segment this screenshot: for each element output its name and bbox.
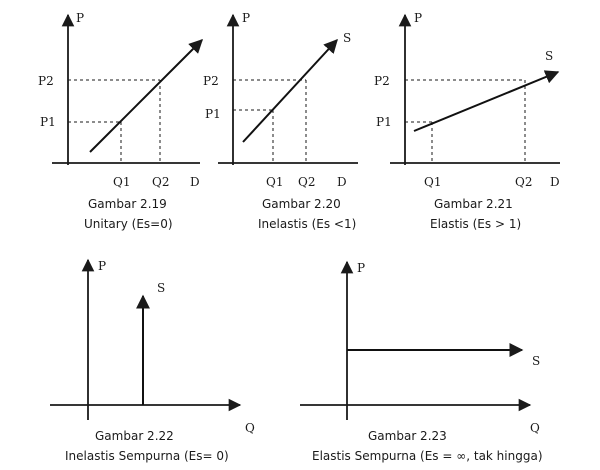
caption-title: Gambar 2.22 xyxy=(95,429,174,443)
tick-label-q2: Q2 xyxy=(298,175,315,189)
caption-title: Gambar 2.23 xyxy=(368,429,447,443)
axis-label-p: P xyxy=(242,11,250,25)
figure-2-19: P P2 P1 Q1 Q2 D Gambar 2.19 Unitary (Es=… xyxy=(38,11,203,231)
caption-subtitle: Elastis (Es > 1) xyxy=(430,217,521,231)
supply-curve xyxy=(89,39,203,153)
tick-label-q1: Q1 xyxy=(266,175,283,189)
axis-label-q: Q xyxy=(245,421,255,435)
caption-subtitle: Inelastis (Es <1) xyxy=(258,217,356,231)
caption-subtitle: Inelastis Sempurna (Es= 0) xyxy=(65,449,229,463)
caption-subtitle: Elastis Sempurna (Es = ∞, tak hingga) xyxy=(312,449,543,463)
tick-label-p1: P1 xyxy=(40,115,56,129)
caption-title: Gambar 2.21 xyxy=(434,197,513,211)
tick-label-q2: Q2 xyxy=(152,175,169,189)
axis-label-p: P xyxy=(414,11,422,25)
supply-curve xyxy=(413,70,560,132)
tick-label-q2: Q2 xyxy=(515,175,532,189)
figure-2-20: S P P2 P1 Q1 Q2 D Gambar 2.20 Inelastis … xyxy=(203,11,358,231)
figure-2-21: S P P2 P1 Q1 Q2 D Gambar 2.21 Elastis (E… xyxy=(374,11,560,231)
figure-2-23: S P Q Gambar 2.23 Elastis Sempurna (Es =… xyxy=(300,260,543,463)
tick-label-p1: P1 xyxy=(205,107,221,121)
curve-label-s: S xyxy=(532,354,540,368)
tick-label-p2: P2 xyxy=(374,74,390,88)
tick-label-q1: Q1 xyxy=(113,175,130,189)
axis-label-d: D xyxy=(190,175,200,189)
tick-label-p2: P2 xyxy=(203,74,219,88)
axis-label-q: Q xyxy=(530,421,540,435)
curve-label-s: S xyxy=(545,49,553,63)
caption-title: Gambar 2.19 xyxy=(88,197,167,211)
supply-curve xyxy=(242,38,338,143)
axis-label-p: P xyxy=(357,261,365,275)
tick-label-p1: P1 xyxy=(376,115,392,129)
axis-label-d: D xyxy=(337,175,347,189)
curve-label-s: S xyxy=(343,31,351,45)
curve-label-s: S xyxy=(157,281,165,295)
axis-label-d: D xyxy=(550,175,560,189)
tick-label-p2: P2 xyxy=(38,74,54,88)
caption-subtitle: Unitary (Es=0) xyxy=(84,217,173,231)
axis-label-p: P xyxy=(76,11,84,25)
tick-label-q1: Q1 xyxy=(424,175,441,189)
figure-2-22: S P Q Gambar 2.22 Inelastis Sempurna (Es… xyxy=(50,258,255,463)
caption-title: Gambar 2.20 xyxy=(262,197,341,211)
axis-label-p: P xyxy=(98,259,106,273)
